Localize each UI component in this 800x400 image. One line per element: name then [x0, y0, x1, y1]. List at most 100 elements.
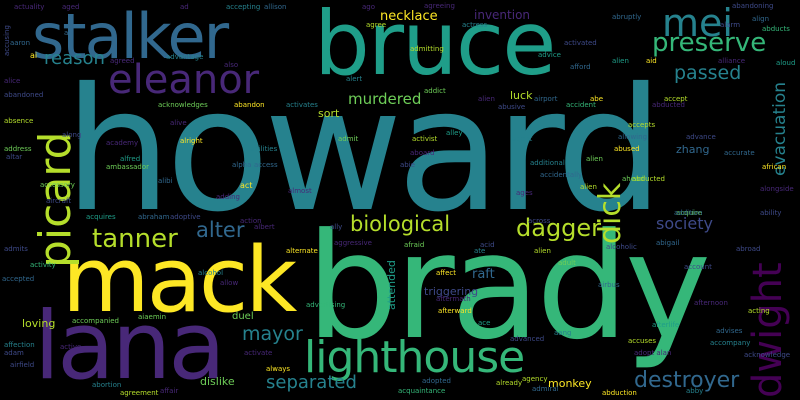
word-small: adopt alan — [634, 349, 672, 357]
word-small: align — [752, 15, 770, 23]
word-mack: mack — [62, 228, 297, 333]
word-small: alien — [478, 95, 495, 103]
word-small: across — [528, 217, 551, 225]
word-small: ai — [30, 51, 38, 60]
word-small: aaron — [10, 39, 31, 47]
word-small: afford — [570, 63, 591, 71]
word-small: activate — [244, 349, 273, 357]
word-small: alongside — [760, 185, 794, 193]
word-small: aggressive — [334, 239, 372, 247]
word-society: society — [656, 214, 713, 233]
word-tanner: tanner — [92, 224, 178, 254]
word-lana: lana — [34, 292, 226, 400]
word-attended: attended — [385, 260, 398, 310]
word-small: advanced — [510, 335, 545, 343]
word-small: abraham — [138, 213, 170, 221]
word-small: adult — [558, 259, 576, 267]
word-passed: passed — [674, 62, 742, 84]
word-small: accuses — [628, 337, 657, 345]
word-small: agent — [512, 135, 533, 143]
word-small: accept — [664, 95, 688, 103]
word-small: alley — [446, 129, 463, 137]
word-small: abe — [590, 95, 604, 103]
word-small: an — [64, 29, 73, 37]
word-small: abigail — [656, 239, 680, 247]
word-small: always — [266, 365, 291, 373]
word-small: agreeing — [424, 2, 455, 10]
word-small: airport — [534, 95, 558, 103]
word-small: acquires — [86, 213, 116, 221]
word-small: advice — [538, 51, 561, 59]
word-small: afraid — [404, 241, 425, 249]
word-small: additional — [530, 159, 565, 167]
word-small: acknowledge — [744, 351, 791, 359]
word-small: actress — [462, 21, 488, 29]
word-small: altar — [6, 153, 23, 161]
word-small: alright — [180, 137, 203, 145]
word-small: abusive — [498, 103, 526, 111]
word-separated: separated — [266, 372, 357, 393]
word-small: address — [4, 145, 32, 153]
word-raft: raft — [472, 267, 495, 282]
word-small: alcoholic — [606, 243, 637, 251]
word-small: alien — [534, 247, 551, 255]
word-small: albert — [254, 223, 275, 231]
word-small: admits — [4, 245, 28, 253]
word-small: abie — [400, 161, 415, 169]
word-small: alcohol — [198, 269, 224, 277]
word-evacuation: evacuation — [770, 81, 790, 176]
word-biological: biological — [350, 212, 451, 236]
word-small: affection — [4, 341, 35, 349]
word-small: ate — [474, 247, 486, 255]
word-small: aid — [646, 57, 657, 65]
word-small: accepting — [226, 3, 261, 11]
word-small: alfred — [120, 155, 141, 163]
word-small: admitting — [410, 45, 444, 53]
word-small: abruptly — [612, 13, 642, 21]
word-zhang: zhang — [676, 143, 710, 156]
word-small: alien — [580, 183, 597, 191]
word-small: african — [762, 163, 787, 171]
word-dick: dick — [593, 182, 628, 244]
word-small: affair — [160, 387, 179, 395]
word-small: accidentally — [540, 171, 583, 179]
word-small: allow — [220, 279, 239, 287]
word-small: agree — [366, 21, 387, 29]
word-small: ally — [330, 223, 343, 231]
word-small: alert — [346, 75, 363, 83]
word-howard: howard — [64, 52, 664, 250]
word-small: alien — [586, 155, 603, 163]
word-small: airfield — [10, 361, 35, 369]
word-small: airbus — [598, 281, 620, 289]
word-small: active — [60, 343, 82, 351]
word-lighthouse: lighthouse — [304, 332, 525, 383]
word-small: act — [240, 181, 253, 190]
word-small: accepts — [628, 121, 656, 129]
word-small: activity — [30, 261, 56, 269]
word-small: aged — [62, 3, 80, 11]
word-small: abduction — [602, 389, 637, 397]
word-small: activated — [564, 39, 597, 47]
word-small: afterward — [438, 307, 472, 315]
word-small: accompanied — [72, 317, 119, 325]
word-dislike: dislike — [200, 375, 235, 388]
word-small: abused — [614, 145, 640, 153]
word-duel: duel — [232, 311, 254, 322]
word-bruce: bruce — [314, 0, 556, 95]
word-small: advertising — [306, 301, 346, 309]
word-small: alliance — [718, 57, 746, 65]
word-small: ages — [516, 189, 533, 197]
word-small: accessory — [40, 181, 75, 189]
word-small: ago — [362, 3, 376, 11]
word-small: adoptive — [170, 213, 201, 221]
word-small: accurate — [724, 149, 755, 157]
word-mayor: mayor — [242, 323, 303, 345]
word-small: abilities — [250, 145, 278, 153]
word-small: acquire — [676, 209, 702, 217]
word-mei: mei — [662, 1, 733, 45]
word-small: ahead — [622, 175, 644, 183]
word-small: alive — [170, 119, 187, 127]
word-small: alternate — [286, 247, 318, 255]
word-small: accompany — [710, 339, 751, 347]
word-small: aiaemin — [138, 313, 167, 321]
